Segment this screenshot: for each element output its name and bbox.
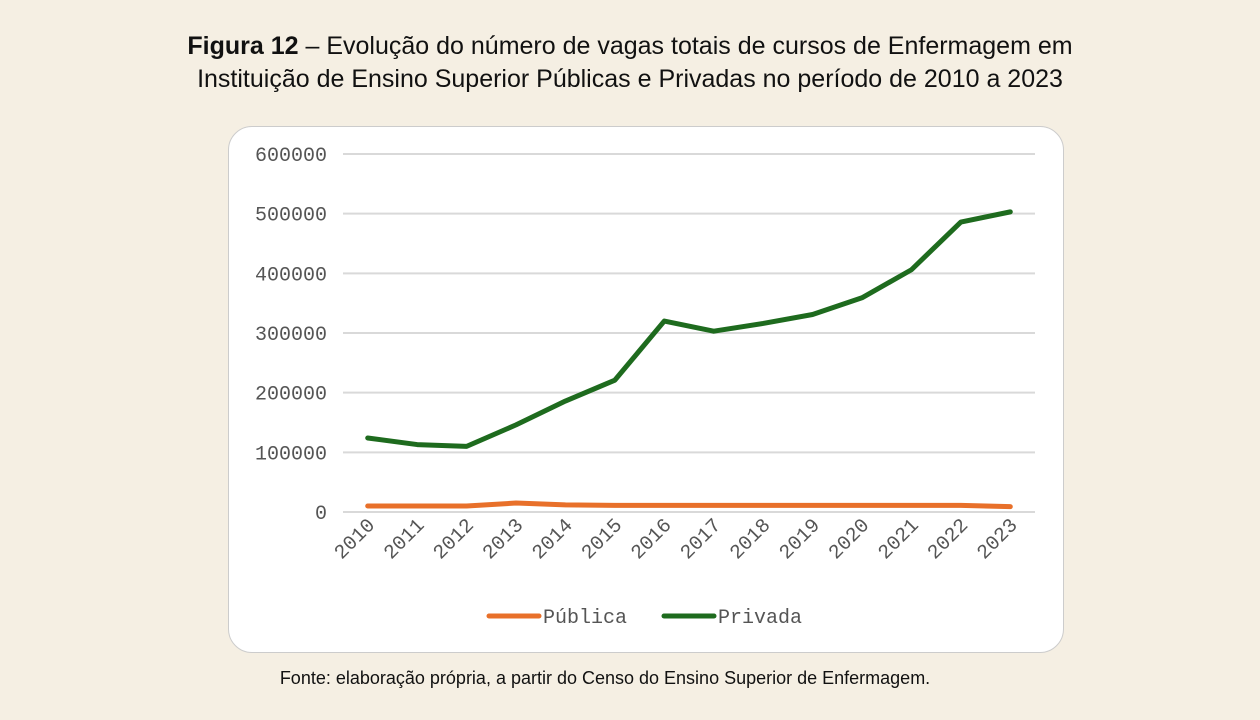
figure-source: Fonte: elaboração própria, a partir do C… <box>279 668 931 688</box>
y-tick-label: 0 <box>315 503 327 526</box>
x-tick-label: 2014 <box>528 515 578 565</box>
x-tick-label: 2021 <box>874 515 924 565</box>
legend-label: Pública <box>543 607 627 630</box>
figure-label: Figura 12 <box>187 32 299 60</box>
y-tick-label: 300000 <box>255 324 327 347</box>
series-line-pública <box>365 500 1013 510</box>
x-tick-label: 2020 <box>825 515 875 565</box>
y-tick-label: 200000 <box>255 384 327 407</box>
y-tick-label: 400000 <box>255 264 327 287</box>
series-line-privada <box>365 209 1013 449</box>
x-tick-label: 2016 <box>627 515 677 565</box>
x-tick-label: 2010 <box>330 515 380 565</box>
chart-card: 0 100000 200000 300000 400000 500000 600000 201… <box>228 126 1064 653</box>
x-tick-label: 2012 <box>429 515 479 565</box>
x-tick-label: 2011 <box>380 515 430 565</box>
title-line1: – Evolução do número de vagas totais de … <box>298 32 1073 60</box>
y-tick-label: 600000 <box>255 145 327 168</box>
x-tick-label: 2013 <box>479 515 529 565</box>
x-tick-label: 2015 <box>578 515 628 565</box>
x-tick-label: 2019 <box>775 515 825 565</box>
y-tick-label: 100000 <box>255 443 327 466</box>
y-tick-label: 500000 <box>255 205 327 228</box>
x-tick-label: 2023 <box>973 515 1023 565</box>
x-tick-label: 2017 <box>676 515 726 565</box>
figure-title: Figura 12 – Evolução do número de vagas … <box>0 30 1260 96</box>
x-tick-label: 2018 <box>726 515 776 565</box>
legend-label: Privada <box>718 607 802 630</box>
x-tick-label: 2022 <box>924 515 974 565</box>
title-line2: Instituição de Ensino Superior Públicas … <box>197 65 1063 93</box>
line-chart: 0 100000 200000 300000 400000 500000 600000 201… <box>255 145 1035 630</box>
